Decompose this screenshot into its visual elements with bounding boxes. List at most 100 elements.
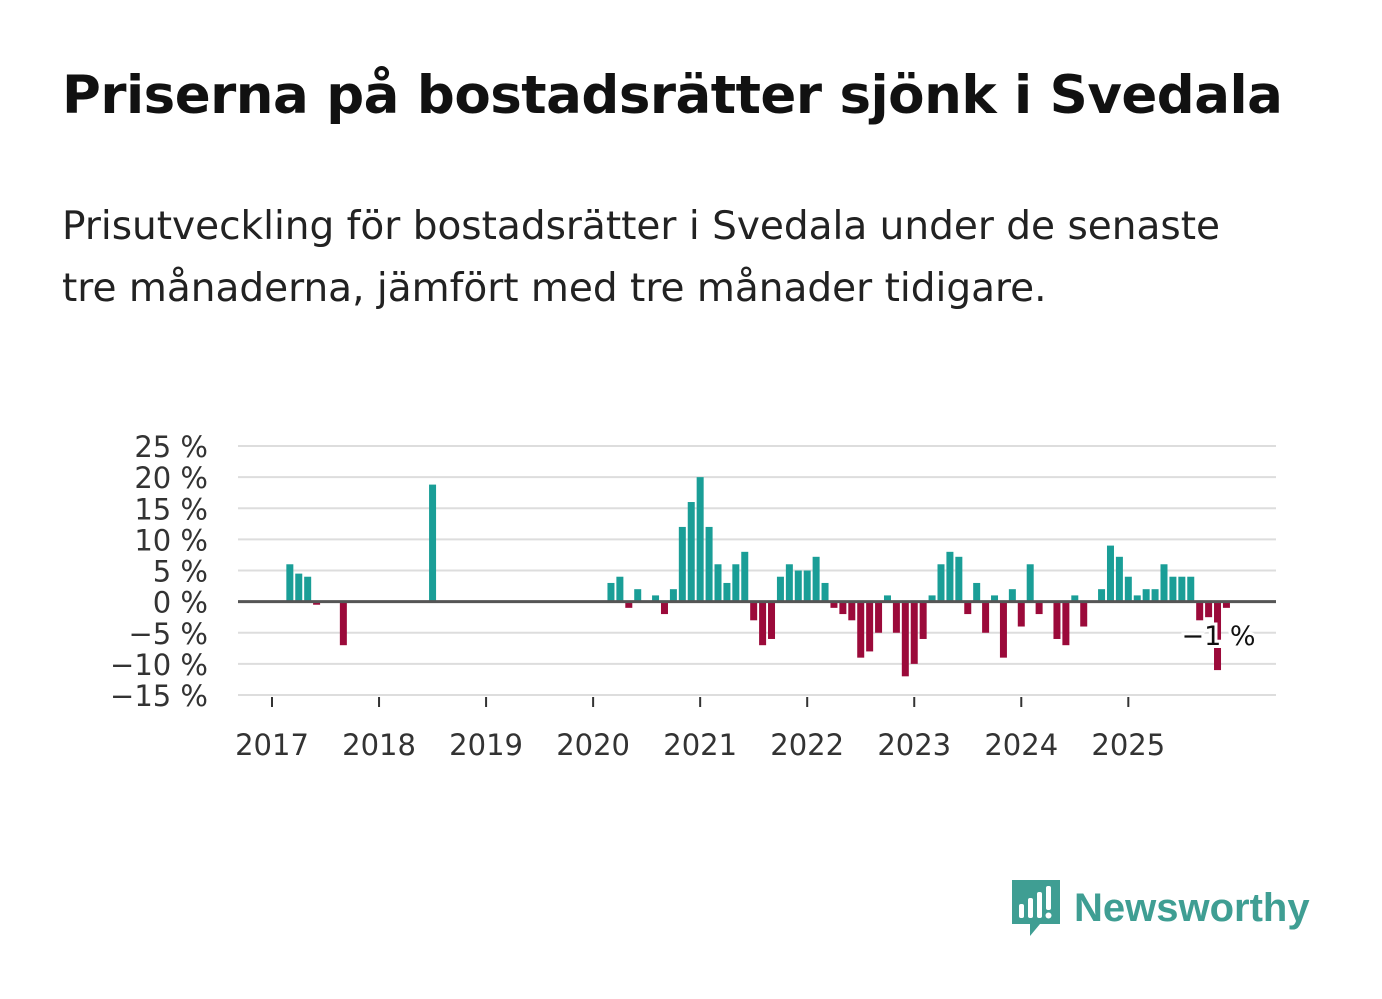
bar xyxy=(732,564,740,602)
bar xyxy=(1124,576,1132,602)
y-tick-label: −15 % xyxy=(110,679,208,713)
bar xyxy=(928,595,936,602)
x-tick-label: 2018 xyxy=(342,728,416,762)
x-tick-label: 2020 xyxy=(556,728,630,762)
y-tick-label: 5 % xyxy=(153,555,208,589)
bar xyxy=(1098,589,1106,602)
y-tick-label: −10 % xyxy=(110,648,208,682)
bar xyxy=(1017,601,1025,627)
bar xyxy=(901,601,909,677)
bar xyxy=(1160,564,1168,602)
bar xyxy=(991,595,999,602)
value-annotation: −1 % xyxy=(1182,621,1256,652)
bar xyxy=(794,570,802,602)
bar xyxy=(304,576,312,602)
bar xyxy=(812,556,820,602)
bar xyxy=(973,582,981,602)
bar xyxy=(616,576,624,602)
y-tick-label: 25 % xyxy=(134,430,208,464)
bar xyxy=(750,601,758,621)
gridlines xyxy=(238,445,1276,696)
bar xyxy=(1214,601,1222,671)
bar xyxy=(1178,576,1186,602)
bar xyxy=(803,570,811,602)
newsworthy-logo-icon xyxy=(1012,880,1060,936)
bar xyxy=(776,576,784,602)
bar xyxy=(741,551,749,602)
bar xyxy=(1062,601,1070,646)
x-tick-label: 2022 xyxy=(770,728,844,762)
y-tick-label: 10 % xyxy=(134,523,208,557)
y-tick-label: 15 % xyxy=(134,492,208,526)
bar xyxy=(946,551,954,602)
bar xyxy=(759,601,767,646)
bar xyxy=(857,601,865,658)
bar xyxy=(839,601,847,615)
bar xyxy=(714,564,722,602)
bar xyxy=(964,601,972,615)
bar xyxy=(848,601,856,621)
bar xyxy=(295,573,303,602)
brand-name: Newsworthy xyxy=(1074,885,1310,930)
bar xyxy=(830,601,838,608)
x-tick-label: 2017 xyxy=(235,728,309,762)
bar xyxy=(1142,589,1150,602)
bar xyxy=(1035,601,1043,615)
bar xyxy=(1106,545,1114,602)
bar xyxy=(1187,576,1195,602)
y-tick-label: 0 % xyxy=(153,586,208,620)
bar xyxy=(429,484,437,602)
bar xyxy=(821,582,829,602)
bar xyxy=(625,601,633,608)
bar xyxy=(669,589,677,602)
axes: 25 %20 %15 %10 %5 %0 %−5 %−10 %−15 % 2017… xyxy=(110,430,1276,762)
y-tick-label: −5 % xyxy=(128,617,208,651)
bar xyxy=(678,526,686,602)
x-tick-label: 2021 xyxy=(663,728,737,762)
bar xyxy=(1080,601,1088,627)
bar xyxy=(982,601,990,633)
bar xyxy=(1196,601,1204,621)
bar xyxy=(723,582,731,602)
bar xyxy=(785,564,793,602)
bar xyxy=(1133,595,1141,602)
bar xyxy=(1053,601,1061,639)
chart-title: Priserna på bostadsrätter sjönk i Svedal… xyxy=(62,65,1283,126)
bar xyxy=(937,564,945,602)
bar xyxy=(768,601,776,639)
brand: Newsworthy xyxy=(1010,878,1310,938)
bar xyxy=(919,601,927,639)
bar xyxy=(652,595,660,602)
bar xyxy=(687,502,695,602)
bar xyxy=(866,601,874,652)
bar xyxy=(1026,564,1034,602)
bar xyxy=(705,526,713,602)
bars xyxy=(286,477,1230,677)
y-tick-label: 20 % xyxy=(134,461,208,495)
bar xyxy=(1222,601,1230,608)
bar xyxy=(910,601,918,664)
chart-subtitle: Prisutveckling för bostadsrätter i Sveda… xyxy=(62,204,1220,311)
bar xyxy=(1151,589,1159,602)
x-tick-label: 2019 xyxy=(449,728,523,762)
bar xyxy=(892,601,900,633)
bar xyxy=(696,477,704,602)
bar xyxy=(286,564,294,602)
x-tick-label: 2024 xyxy=(984,728,1058,762)
bar xyxy=(1071,595,1079,602)
bar xyxy=(883,595,891,602)
bar xyxy=(1205,601,1213,618)
bar xyxy=(1169,576,1177,602)
bar xyxy=(339,601,347,646)
bar xyxy=(1115,556,1123,602)
bar xyxy=(607,582,615,602)
bar xyxy=(875,601,883,633)
bar xyxy=(634,589,642,602)
x-tick-label: 2023 xyxy=(877,728,951,762)
bar xyxy=(1008,589,1016,602)
x-tick-label: 2025 xyxy=(1091,728,1165,762)
bar xyxy=(955,556,963,602)
bar xyxy=(999,601,1007,658)
bar xyxy=(660,601,668,615)
